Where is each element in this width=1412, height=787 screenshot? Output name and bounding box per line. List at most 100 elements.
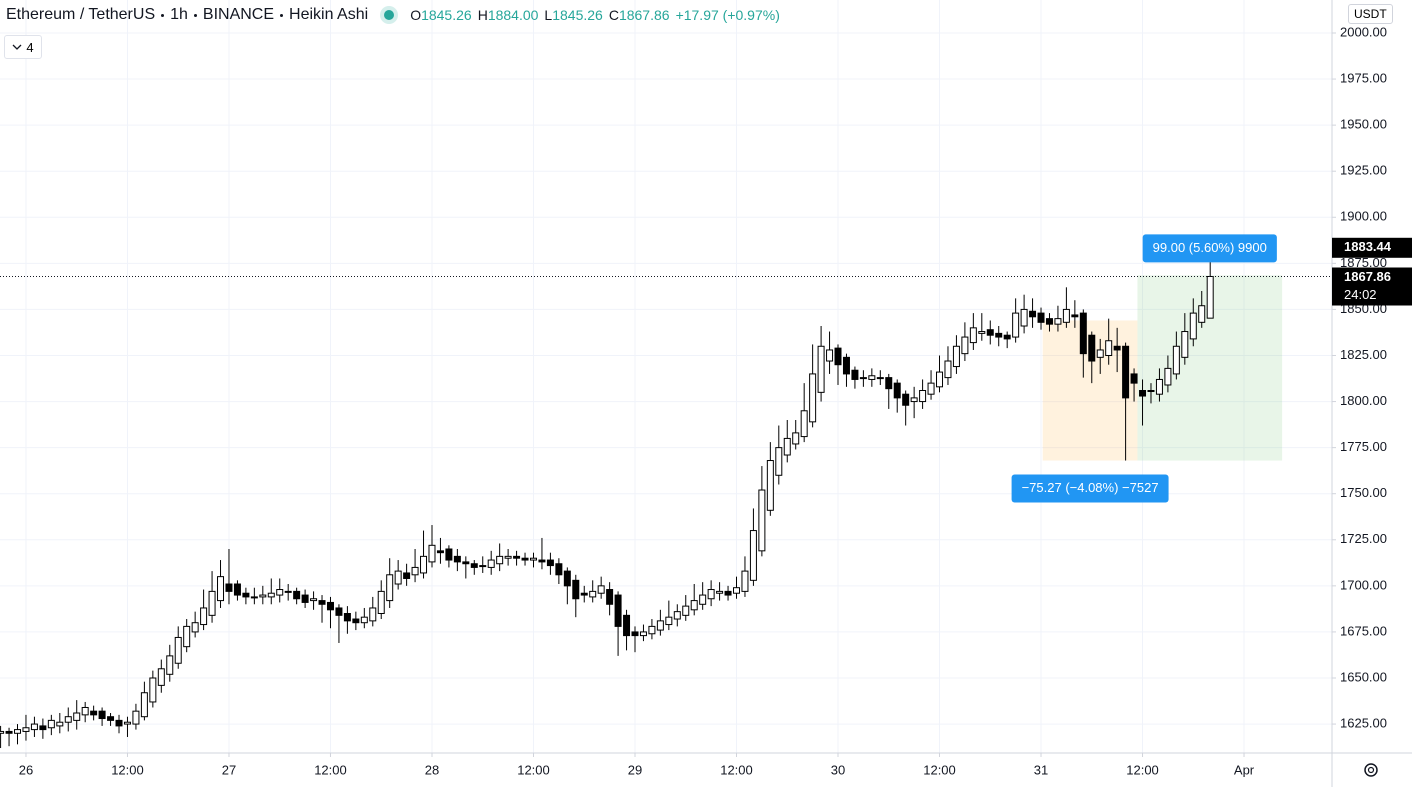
- indicators-toggle[interactable]: 4: [4, 35, 42, 59]
- candle-body: [403, 572, 411, 579]
- candle-body: [107, 716, 115, 721]
- candle-body: [978, 331, 986, 334]
- x-tick-label: 29: [628, 762, 642, 777]
- candle-body: [504, 555, 512, 559]
- candle-body: [699, 594, 707, 605]
- candle-body: [166, 655, 174, 675]
- chart-style: Heikin Ashi: [289, 6, 369, 23]
- candle-body: [817, 345, 825, 393]
- candle-body: [56, 721, 64, 727]
- candle-body: [1206, 276, 1214, 319]
- candle-body: [14, 729, 22, 734]
- candle-body: [233, 583, 241, 596]
- candle-body: [1088, 334, 1096, 362]
- candle-body: [47, 719, 55, 729]
- candle-body: [1003, 334, 1011, 340]
- candle-body: [183, 625, 191, 648]
- candle-body: [39, 725, 47, 731]
- candle-body: [343, 612, 351, 622]
- chevron[interactable]: [12, 43, 22, 51]
- ohlc-item: C1867.86: [609, 7, 670, 23]
- x-tick-label: 12:00: [517, 762, 550, 777]
- x-tick-label: 30: [831, 762, 845, 777]
- candle-body: [267, 592, 275, 598]
- candle-body: [1155, 378, 1163, 395]
- indicator-count[interactable]: 4: [26, 39, 34, 55]
- candle-body: [1164, 367, 1172, 386]
- x-tick-label: 12:00: [314, 762, 347, 777]
- candle-body: [902, 393, 910, 406]
- candle-body: [208, 590, 216, 616]
- candle-body: [132, 710, 140, 725]
- settings-icon[interactable]: [1364, 763, 1378, 777]
- candle-body: [123, 721, 131, 725]
- candle-body: [529, 557, 537, 561]
- y-tick-label: 1675.00: [1340, 623, 1387, 638]
- y-tick-label: 1925.00: [1340, 163, 1387, 178]
- candle-body: [944, 360, 952, 379]
- candle-body: [140, 692, 148, 718]
- legend: Ethereum / TetherUS 1h BINANCE Heikin As…: [6, 6, 780, 24]
- candle-body: [597, 585, 605, 594]
- candle-body: [910, 397, 918, 403]
- candle-body: [716, 590, 724, 594]
- candle-body: [1189, 312, 1197, 340]
- ohlc-label: L: [544, 7, 553, 23]
- ohlc-label: O: [410, 7, 422, 23]
- candle-body: [462, 561, 470, 565]
- candle-body: [851, 369, 859, 380]
- candle-body: [513, 555, 521, 559]
- candle-body: [487, 559, 495, 568]
- currency-button[interactable]: USDT: [1348, 4, 1393, 24]
- measure-label-box: [1011, 474, 1169, 503]
- gear-hole[interactable]: [1367, 766, 1375, 774]
- symbol[interactable]: Ethereum / TetherUS: [6, 6, 156, 23]
- y-tick-label: 1900.00: [1340, 209, 1387, 224]
- y-tick-label: 1775.00: [1340, 439, 1387, 454]
- candle-body: [690, 600, 698, 611]
- candle-body: [1113, 345, 1121, 351]
- exchange: BINANCE: [202, 6, 275, 23]
- y-tick-label: 1750.00: [1340, 485, 1387, 500]
- candle-body: [1181, 331, 1189, 358]
- y-tick-label: 1975.00: [1340, 70, 1387, 85]
- measure-label: −75.27 (−4.08%) −7527: [1022, 480, 1159, 495]
- gear[interactable]: [1364, 763, 1378, 777]
- y-tick-label: 1875.00: [1340, 255, 1387, 270]
- candle-body: [200, 607, 208, 626]
- candle-body: [174, 636, 182, 664]
- candle-body: [386, 574, 394, 602]
- ohlc-values: O1845.26 H1884.00 L1845.26 C1867.86 +17.97 (…: [410, 7, 780, 23]
- candle-body: [496, 555, 504, 565]
- candle-body: [335, 607, 343, 616]
- candle-body: [1172, 345, 1180, 375]
- candle-body: [969, 327, 977, 344]
- candle-body: [792, 432, 800, 445]
- marker-price-label: 1883.44: [1344, 239, 1392, 254]
- candle-body: [546, 559, 554, 567]
- y-tick-label: 1950.00: [1340, 117, 1387, 132]
- candle-body: [961, 336, 969, 355]
- candle-body: [1139, 390, 1147, 397]
- candle-body: [242, 592, 250, 598]
- candle-body: [453, 555, 461, 563]
- y-tick-label: 1725.00: [1340, 531, 1387, 546]
- candle-body: [834, 347, 842, 366]
- candle-body: [1122, 345, 1130, 399]
- candle-body: [1054, 318, 1062, 325]
- candle-body: [1198, 305, 1206, 323]
- last-price-label: 1867.86: [1344, 269, 1391, 284]
- market-status[interactable]: [384, 10, 395, 20]
- separator: [193, 13, 197, 17]
- interval[interactable]: 1h: [170, 6, 188, 23]
- candle-body: [22, 727, 30, 732]
- ohlc-label: H: [477, 7, 488, 23]
- candle-body: [1062, 308, 1070, 323]
- candle-body: [572, 579, 580, 600]
- candle-body: [919, 390, 927, 403]
- candle-body: [1037, 312, 1045, 323]
- candle-body: [1020, 308, 1028, 327]
- x-tick-label: 28: [425, 762, 439, 777]
